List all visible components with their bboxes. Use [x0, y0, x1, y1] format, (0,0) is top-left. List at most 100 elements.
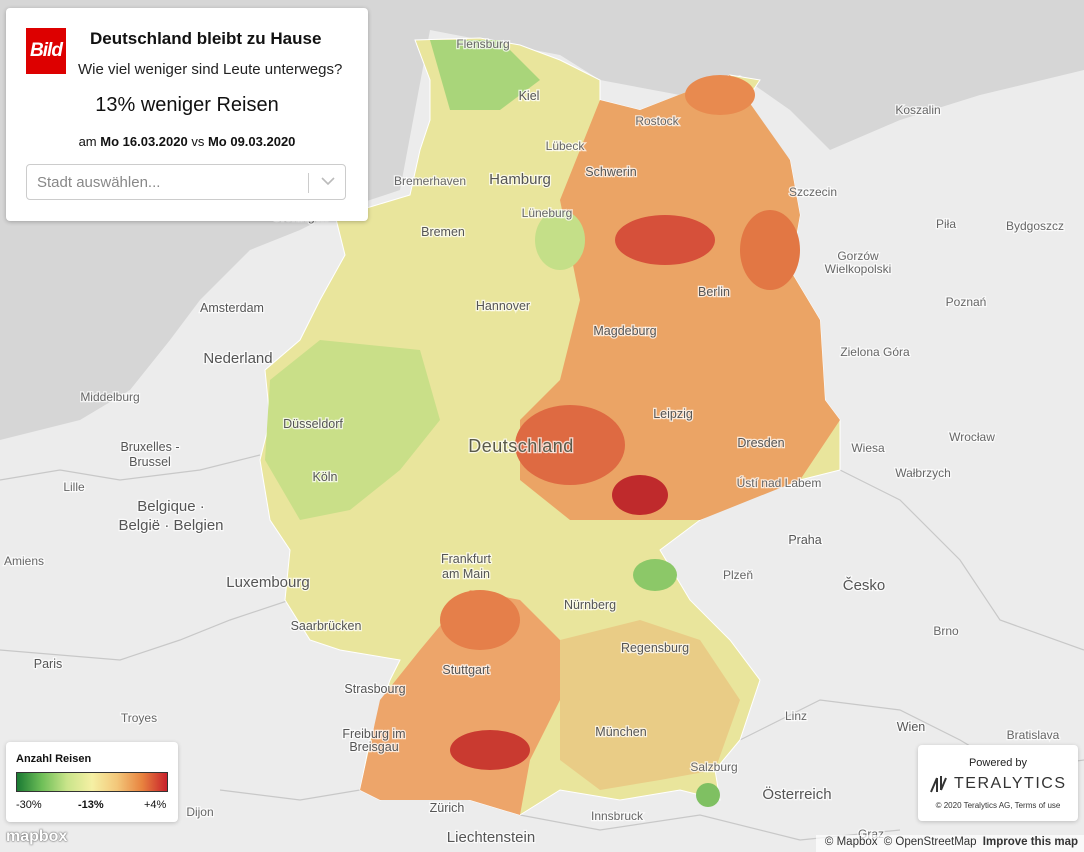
place-label: Lübeck [546, 139, 586, 153]
attribution: © Mapbox © OpenStreetMap Improve this ma… [815, 835, 1084, 852]
place-label: Belgique · [137, 498, 205, 515]
place-label: Brno [933, 624, 959, 638]
place-label: Schwerin [585, 165, 636, 179]
place-label: Wiesa [851, 441, 885, 455]
place-label: Luxembourg [226, 574, 309, 591]
sponsor-name[interactable]: TERALYTICS [954, 775, 1067, 792]
subtitle: Wie viel weniger sind Leute unterwegs? [78, 61, 343, 78]
attribution-link[interactable]: © Mapbox [824, 836, 878, 848]
legend: Anzahl Reisen -30% -13% +4% [6, 742, 178, 822]
place-label: Zielona Góra [840, 345, 910, 359]
place-label: Nederland [203, 350, 272, 367]
place-label: Brussel [129, 455, 171, 469]
legend-tick: -13% [78, 799, 104, 811]
place-label: Lüneburg [522, 206, 573, 220]
hotspot [615, 215, 715, 265]
city-select[interactable]: Stadt auswählen... [26, 164, 346, 200]
hotspot [450, 730, 530, 770]
select-placeholder: Stadt auswählen... [37, 174, 161, 191]
hotspot [515, 405, 625, 485]
place-label: Deutschland [468, 436, 574, 456]
place-label: Dresden [737, 436, 784, 450]
attribution-link[interactable]: © OpenStreetMap [883, 836, 977, 848]
place-label: Innsbruck [591, 809, 644, 823]
place-label: Berlin [698, 285, 730, 299]
select-separator [308, 173, 309, 193]
date-prefix: am [78, 134, 97, 149]
legend-tick: -30% [16, 799, 42, 811]
dropdown-arrow[interactable] [321, 176, 335, 186]
date-comparison: am Mo 16.03.2020 vs Mo 09.03.2020 [6, 134, 368, 149]
place-label: Amsterdam [200, 301, 264, 315]
place-label: Rostock [635, 114, 679, 128]
place-label: Paris [34, 657, 62, 671]
logo: Bild [26, 28, 66, 74]
place-label: Flensburg [456, 37, 509, 51]
place-label: Bydgoszcz [1006, 219, 1064, 233]
place-label: Regensburg [621, 641, 689, 655]
place-label: Szczecin [789, 185, 837, 199]
place-label: Wielkopolski [825, 262, 892, 276]
place-label: Österreich [762, 785, 831, 803]
place-label: Bratislava [1007, 728, 1060, 742]
sponsor-icon [930, 776, 947, 793]
place-label: Troyes [121, 711, 157, 725]
hotspot [440, 590, 520, 650]
sponsor-box: Powered by TERALYTICS © 2020 Teralytics … [918, 745, 1078, 821]
place-label: Strasbourg [344, 682, 405, 696]
place-label: Wałbrzych [895, 466, 951, 480]
legend-tick: +4% [144, 799, 167, 811]
place-label: Frankfurt [441, 552, 492, 566]
place-label: Nürnberg [564, 598, 616, 612]
place-label: Bruxelles - [120, 440, 179, 454]
green-area [696, 783, 720, 807]
title: Deutschland bleibt zu Hause [90, 29, 322, 48]
place-label: Plzeň [723, 568, 753, 582]
place-label: Linz [785, 709, 807, 723]
region-west [265, 340, 440, 520]
sponsor-copyright[interactable]: © 2020 Teralytics AG, Terms of use [935, 801, 1061, 810]
place-label: Leipzig [653, 407, 693, 421]
mapbox-logo[interactable]: mapbox [6, 828, 68, 845]
place-label: Kiel [519, 89, 540, 103]
place-label: Wrocław [949, 430, 995, 444]
place-label: Amiens [4, 554, 44, 568]
place-label: Ústí nad Labem [737, 475, 822, 490]
place-label: Lille [63, 480, 85, 494]
hotspot [685, 75, 755, 115]
place-label: België · Belgien [118, 517, 223, 534]
legend-colorbar [16, 772, 168, 792]
date-current: Mo 16.03.2020 [100, 134, 188, 149]
place-label: Praha [788, 533, 821, 547]
powered-by: Powered by [968, 757, 1028, 769]
place-label: Dijon [186, 805, 213, 819]
place-label: Saarbrücken [291, 619, 362, 633]
place-label: am Main [442, 567, 490, 581]
attribution-link[interactable]: Improve this map [982, 836, 1078, 848]
place-label: München [595, 725, 646, 739]
place-label: Bremen [421, 225, 465, 239]
region-bavaria [560, 620, 740, 790]
place-label: Köln [312, 470, 337, 484]
headline: 13% weniger Reisen [95, 94, 279, 116]
place-label: Gorzów [837, 249, 879, 263]
region-north [430, 40, 540, 110]
place-label: Česko [843, 577, 886, 594]
place-label: Poznań [946, 295, 987, 309]
place-label: Düsseldorf [283, 417, 343, 431]
region-east [520, 75, 840, 520]
place-label: Breisgau [349, 740, 398, 754]
place-label: Stuttgart [442, 663, 490, 677]
info-panel: Bild Deutschland bleibt zu Hause Wie vie… [6, 8, 368, 221]
place-label: Zürich [430, 801, 465, 815]
place-label: Koszalin [895, 103, 940, 117]
place-label: Salzburg [690, 760, 737, 774]
hotspot [612, 475, 668, 515]
place-label: Hannover [476, 299, 530, 313]
place-label: Liechtenstein [447, 829, 535, 846]
green-area [633, 559, 677, 591]
place-label: Bremerhaven [394, 174, 466, 188]
date-previous: Mo 09.03.2020 [207, 134, 296, 149]
